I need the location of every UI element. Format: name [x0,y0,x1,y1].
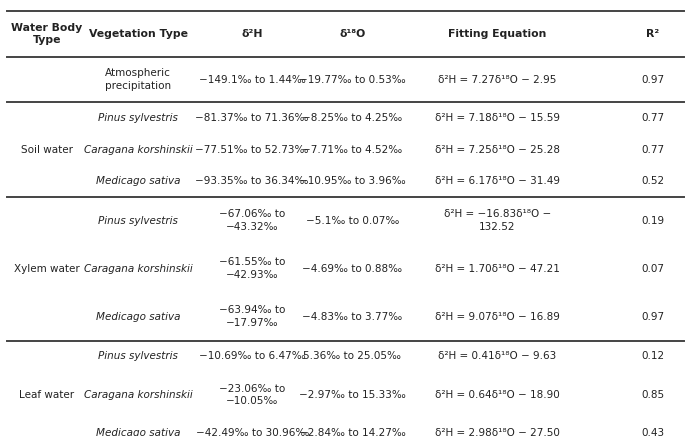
Text: Pinus sylvestris: Pinus sylvestris [98,113,178,123]
Text: δ²H = 6.17δ¹⁸O − 31.49: δ²H = 6.17δ¹⁸O − 31.49 [435,176,560,186]
Text: Pinus sylvestris: Pinus sylvestris [98,216,178,225]
Text: −5.1‰ to 0.07‰: −5.1‰ to 0.07‰ [305,216,399,225]
Text: R²: R² [646,29,660,39]
Text: 0.07: 0.07 [641,264,665,273]
Text: Caragana korshinskii: Caragana korshinskii [84,264,193,273]
Text: 0.43: 0.43 [641,429,665,436]
Text: 0.85: 0.85 [641,390,665,400]
Text: Medicago sativa: Medicago sativa [96,176,180,186]
Text: δ²H = 0.64δ¹⁸O − 18.90: δ²H = 0.64δ¹⁸O − 18.90 [435,390,560,400]
Text: −149.1‰ to 1.44‰: −149.1‰ to 1.44‰ [199,75,305,85]
Text: δ²H = 1.70δ¹⁸O − 47.21: δ²H = 1.70δ¹⁸O − 47.21 [435,264,560,273]
Text: −4.83‰ to 3.77‰: −4.83‰ to 3.77‰ [302,312,403,321]
Text: Caragana korshinskii: Caragana korshinskii [84,145,193,154]
Text: Soil water: Soil water [21,145,73,154]
Text: 5.36‰ to 25.05‰: 5.36‰ to 25.05‰ [303,351,401,361]
Text: δ²H = 9.07δ¹⁸O − 16.89: δ²H = 9.07δ¹⁸O − 16.89 [435,312,560,321]
Text: −2.97‰ to 15.33‰: −2.97‰ to 15.33‰ [299,390,406,400]
Text: −19.77‰ to 0.53‰: −19.77‰ to 0.53‰ [299,75,406,85]
Text: Xylem water: Xylem water [14,264,80,273]
Text: −63.94‰ to
−17.97‰: −63.94‰ to −17.97‰ [219,305,285,328]
Text: δ²H = 7.25δ¹⁸O − 25.28: δ²H = 7.25δ¹⁸O − 25.28 [435,145,560,154]
Text: 0.12: 0.12 [641,351,665,361]
Text: Atmospheric
precipitation: Atmospheric precipitation [105,68,171,91]
Text: 0.19: 0.19 [641,216,665,225]
Text: −67.06‰ to
−43.32‰: −67.06‰ to −43.32‰ [219,209,285,232]
Text: Water Body
Type: Water Body Type [11,23,83,45]
Text: δ¹⁸O: δ¹⁸O [339,29,366,39]
Text: 0.97: 0.97 [641,75,665,85]
Text: −61.55‰ to
−42.93‰: −61.55‰ to −42.93‰ [219,257,285,280]
Text: Fitting Equation: Fitting Equation [448,29,547,39]
Text: −77.51‰ to 52.73‰: −77.51‰ to 52.73‰ [196,145,309,154]
Text: δ²H = 7.27δ¹⁸O − 2.95: δ²H = 7.27δ¹⁸O − 2.95 [438,75,557,85]
Text: −23.06‰ to
−10.05‰: −23.06‰ to −10.05‰ [219,384,285,406]
Text: Leaf water: Leaf water [19,390,75,400]
Text: δ²H = 7.18δ¹⁸O − 15.59: δ²H = 7.18δ¹⁸O − 15.59 [435,113,560,123]
Text: 0.52: 0.52 [641,176,665,186]
Text: δ²H = 0.41δ¹⁸O − 9.63: δ²H = 0.41δ¹⁸O − 9.63 [438,351,557,361]
Text: −10.69‰ to 6.47‰: −10.69‰ to 6.47‰ [199,351,305,361]
Text: 0.77: 0.77 [641,145,665,154]
Text: Caragana korshinskii: Caragana korshinskii [84,390,193,400]
Text: −93.35‰ to 36.34‰: −93.35‰ to 36.34‰ [196,176,309,186]
Text: δ²H = −16.83δ¹⁸O −
132.52: δ²H = −16.83δ¹⁸O − 132.52 [444,209,551,232]
Text: Medicago sativa: Medicago sativa [96,429,180,436]
Text: Medicago sativa: Medicago sativa [96,312,180,321]
Text: −10.95‰ to 3.96‰: −10.95‰ to 3.96‰ [299,176,406,186]
Text: 0.97: 0.97 [641,312,665,321]
Text: −8.25‰ to 4.25‰: −8.25‰ to 4.25‰ [302,113,403,123]
Text: δ²H: δ²H [241,29,263,39]
Text: Pinus sylvestris: Pinus sylvestris [98,351,178,361]
Text: δ²H = 2.98δ¹⁸O − 27.50: δ²H = 2.98δ¹⁸O − 27.50 [435,429,560,436]
Text: 0.77: 0.77 [641,113,665,123]
Text: −2.84‰ to 14.27‰: −2.84‰ to 14.27‰ [299,429,406,436]
Text: −81.37‰ to 71.36‰: −81.37‰ to 71.36‰ [196,113,309,123]
Text: Vegetation Type: Vegetation Type [88,29,188,39]
Text: −42.49‰ to 30.96‰: −42.49‰ to 30.96‰ [196,429,309,436]
Text: −4.69‰ to 0.88‰: −4.69‰ to 0.88‰ [303,264,402,273]
Text: −7.71‰ to 4.52‰: −7.71‰ to 4.52‰ [302,145,403,154]
